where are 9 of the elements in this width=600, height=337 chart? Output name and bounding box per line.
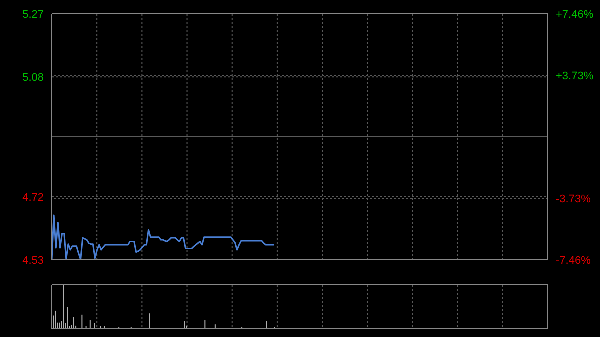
y2-tick-label: -3.73% <box>556 194 592 206</box>
y2-tick-label: -7.46% <box>556 255 592 267</box>
y2-tick-label: +7.46% <box>556 9 594 21</box>
y-tick-label: 5.27 <box>22 9 44 21</box>
y-tick-label: 4.53 <box>22 255 44 267</box>
y2-tick-label: +3.73% <box>556 70 594 82</box>
line-series <box>51 214 276 260</box>
y-tick-label: 4.72 <box>22 192 44 204</box>
y-tick-label: 5.08 <box>22 72 44 84</box>
